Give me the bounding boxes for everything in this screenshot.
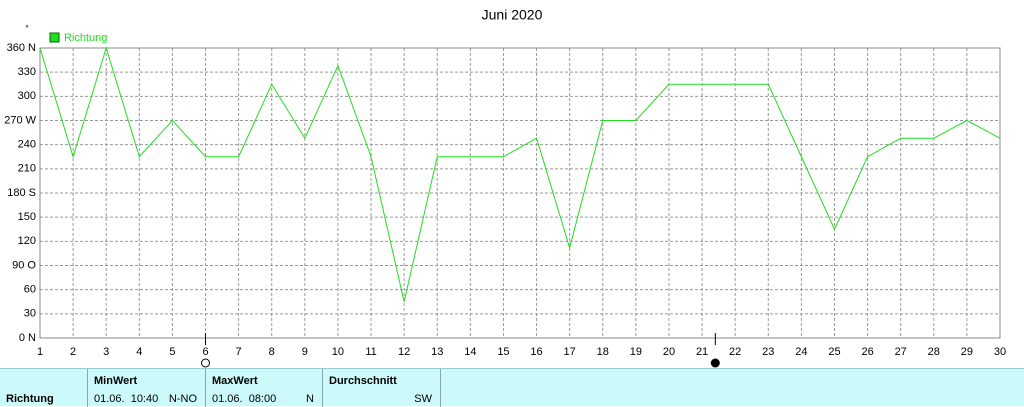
value: N	[306, 393, 314, 405]
y-tick-label: 0 N	[19, 332, 36, 344]
x-tick-label: 20	[663, 346, 675, 358]
data-line	[39, 46, 1001, 302]
header: MinWert	[94, 375, 138, 387]
x-tick-label: 23	[762, 346, 774, 358]
x-tick-label: 18	[597, 346, 609, 358]
plot-frame	[39, 47, 1001, 339]
x-tick-label: 24	[795, 346, 807, 358]
x-tick-label: 14	[464, 346, 476, 358]
x-tick-label: 22	[729, 346, 741, 358]
x-tick-label: 17	[564, 346, 576, 358]
x-tick-label: 8	[269, 346, 275, 358]
y-tick-label: 210	[18, 163, 36, 175]
x-tick-label: 13	[431, 346, 443, 358]
moon-open	[201, 358, 211, 368]
x-tick-label: 1	[37, 346, 43, 358]
x-tick-label: 5	[169, 346, 175, 358]
x-tick-label: 16	[530, 346, 542, 358]
x-tick-label: 3	[103, 346, 109, 358]
y-tick-label: 150	[18, 211, 36, 223]
x-tick-label: 21	[696, 346, 708, 358]
x-tick-label: 28	[928, 346, 940, 358]
header: MaxWert	[212, 375, 258, 387]
legend-swatch	[49, 32, 60, 43]
y-tick-label: 60	[24, 284, 36, 296]
row-label: Richtung	[6, 393, 54, 405]
y-axis-label: °	[25, 23, 29, 33]
x-tick-label: 10	[332, 346, 344, 358]
y-tick-label: 240	[18, 139, 36, 151]
x-tick-label: 7	[236, 346, 242, 358]
y-tick-label: 30	[24, 308, 36, 320]
y-tick-label: 180 S	[7, 187, 36, 199]
x-tick-label: 30	[994, 346, 1006, 358]
min-cell: MinWert 01.06. 10:40 N-NO	[88, 369, 206, 407]
y-tick-label: 300	[18, 90, 36, 102]
time: 01.06. 10:40	[94, 393, 159, 405]
x-tick-label: 6	[202, 346, 208, 358]
y-tick-label: 90 O	[12, 259, 36, 271]
y-tick-label: 360 N	[7, 42, 36, 54]
x-tick-label: 2	[70, 346, 76, 358]
x-tick-label: 12	[398, 346, 410, 358]
value: SW	[414, 393, 432, 405]
y-tick-label: 330	[18, 66, 36, 78]
chart-title: Juni 2020	[482, 7, 543, 23]
x-tick-label: 15	[497, 346, 509, 358]
moon-filled	[710, 358, 720, 368]
stats-table: Richtung MinWert 01.06. 10:40 N-NO MaxWe…	[0, 368, 1024, 407]
header: Durchschnitt	[329, 375, 397, 387]
x-tick-label: 25	[828, 346, 840, 358]
x-tick-label: 26	[861, 346, 873, 358]
avg-cell: Durchschnitt SW	[323, 369, 441, 407]
x-tick-label: 9	[302, 346, 308, 358]
y-tick-label: 270 W	[4, 114, 36, 126]
value: N-NO	[168, 393, 197, 405]
row-label-cell: Richtung	[0, 369, 88, 407]
x-tick-label: 19	[630, 346, 642, 358]
x-tick-label: 29	[961, 346, 973, 358]
x-tick-label: 11	[365, 346, 376, 358]
y-tick-label: 120	[18, 235, 36, 247]
legend-label: Richtung	[64, 32, 107, 44]
x-tick-label: 27	[895, 346, 907, 358]
time: 01.06. 08:00	[212, 393, 277, 405]
max-cell: MaxWert 01.06. 08:00 N	[206, 369, 323, 407]
x-tick-label: 4	[136, 346, 142, 358]
